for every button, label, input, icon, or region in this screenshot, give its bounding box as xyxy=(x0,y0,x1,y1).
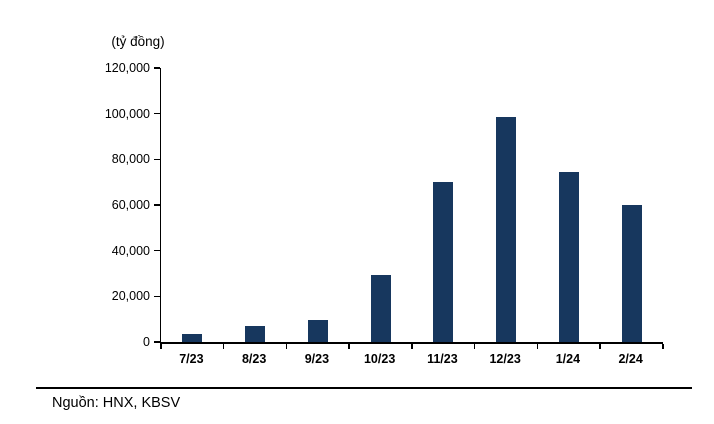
x-tick-label-9/23: 9/23 xyxy=(304,352,330,366)
x-tick-label-8/23: 8/23 xyxy=(241,352,267,366)
x-tick-label-10/23: 10/23 xyxy=(363,352,396,366)
bar-11/23 xyxy=(433,182,454,342)
x-tick-label-1/24: 1/24 xyxy=(555,352,581,366)
y-tick-label: 100,000 xyxy=(104,106,150,121)
bar-7/23 xyxy=(182,334,203,342)
x-axis-tick xyxy=(662,344,664,349)
y-axis-tick xyxy=(154,204,160,206)
x-axis-tick xyxy=(160,344,162,349)
x-tick-label-12/23: 12/23 xyxy=(489,352,521,366)
y-tick-label: 80,000 xyxy=(111,152,150,167)
y-axis-tick xyxy=(154,158,160,161)
bar-8/23 xyxy=(245,326,266,342)
plot-area xyxy=(160,68,663,344)
y-axis-tick xyxy=(154,341,160,343)
source-caption: Nguồn: HNX, KBSV xyxy=(52,395,181,411)
y-axis-tick xyxy=(154,67,160,69)
x-tick-label-7/23: 7/23 xyxy=(179,352,204,366)
y-tick-label: 20,000 xyxy=(111,289,150,304)
x-axis-tick xyxy=(222,344,225,349)
y-axis-tick xyxy=(154,295,160,298)
bar-10/23 xyxy=(370,275,391,342)
y-tick-label: 120,000 xyxy=(104,61,150,75)
y-tick-label: 40,000 xyxy=(111,243,150,258)
x-axis-tick xyxy=(411,344,413,349)
x-tick-label-11/23: 11/23 xyxy=(427,352,458,366)
x-axis-tick xyxy=(536,344,538,349)
x-axis-tick xyxy=(599,344,601,349)
source-divider xyxy=(36,387,692,389)
y-tick-label: 0 xyxy=(143,335,150,349)
bar-12/23 xyxy=(496,117,517,342)
x-axis-tick xyxy=(285,344,287,349)
y-axis-tick xyxy=(154,249,160,252)
bar-9/23 xyxy=(307,320,328,342)
bar-2/24 xyxy=(621,205,642,342)
x-tick-label-2/24: 2/24 xyxy=(618,352,643,366)
x-axis-tick xyxy=(473,344,476,349)
y-tick-label: 60,000 xyxy=(111,198,150,212)
x-axis-tick xyxy=(348,344,350,349)
bar-1/24 xyxy=(558,172,579,342)
y-axis-title: (tỷ đồng) xyxy=(111,34,165,49)
y-axis-tick xyxy=(154,112,160,115)
